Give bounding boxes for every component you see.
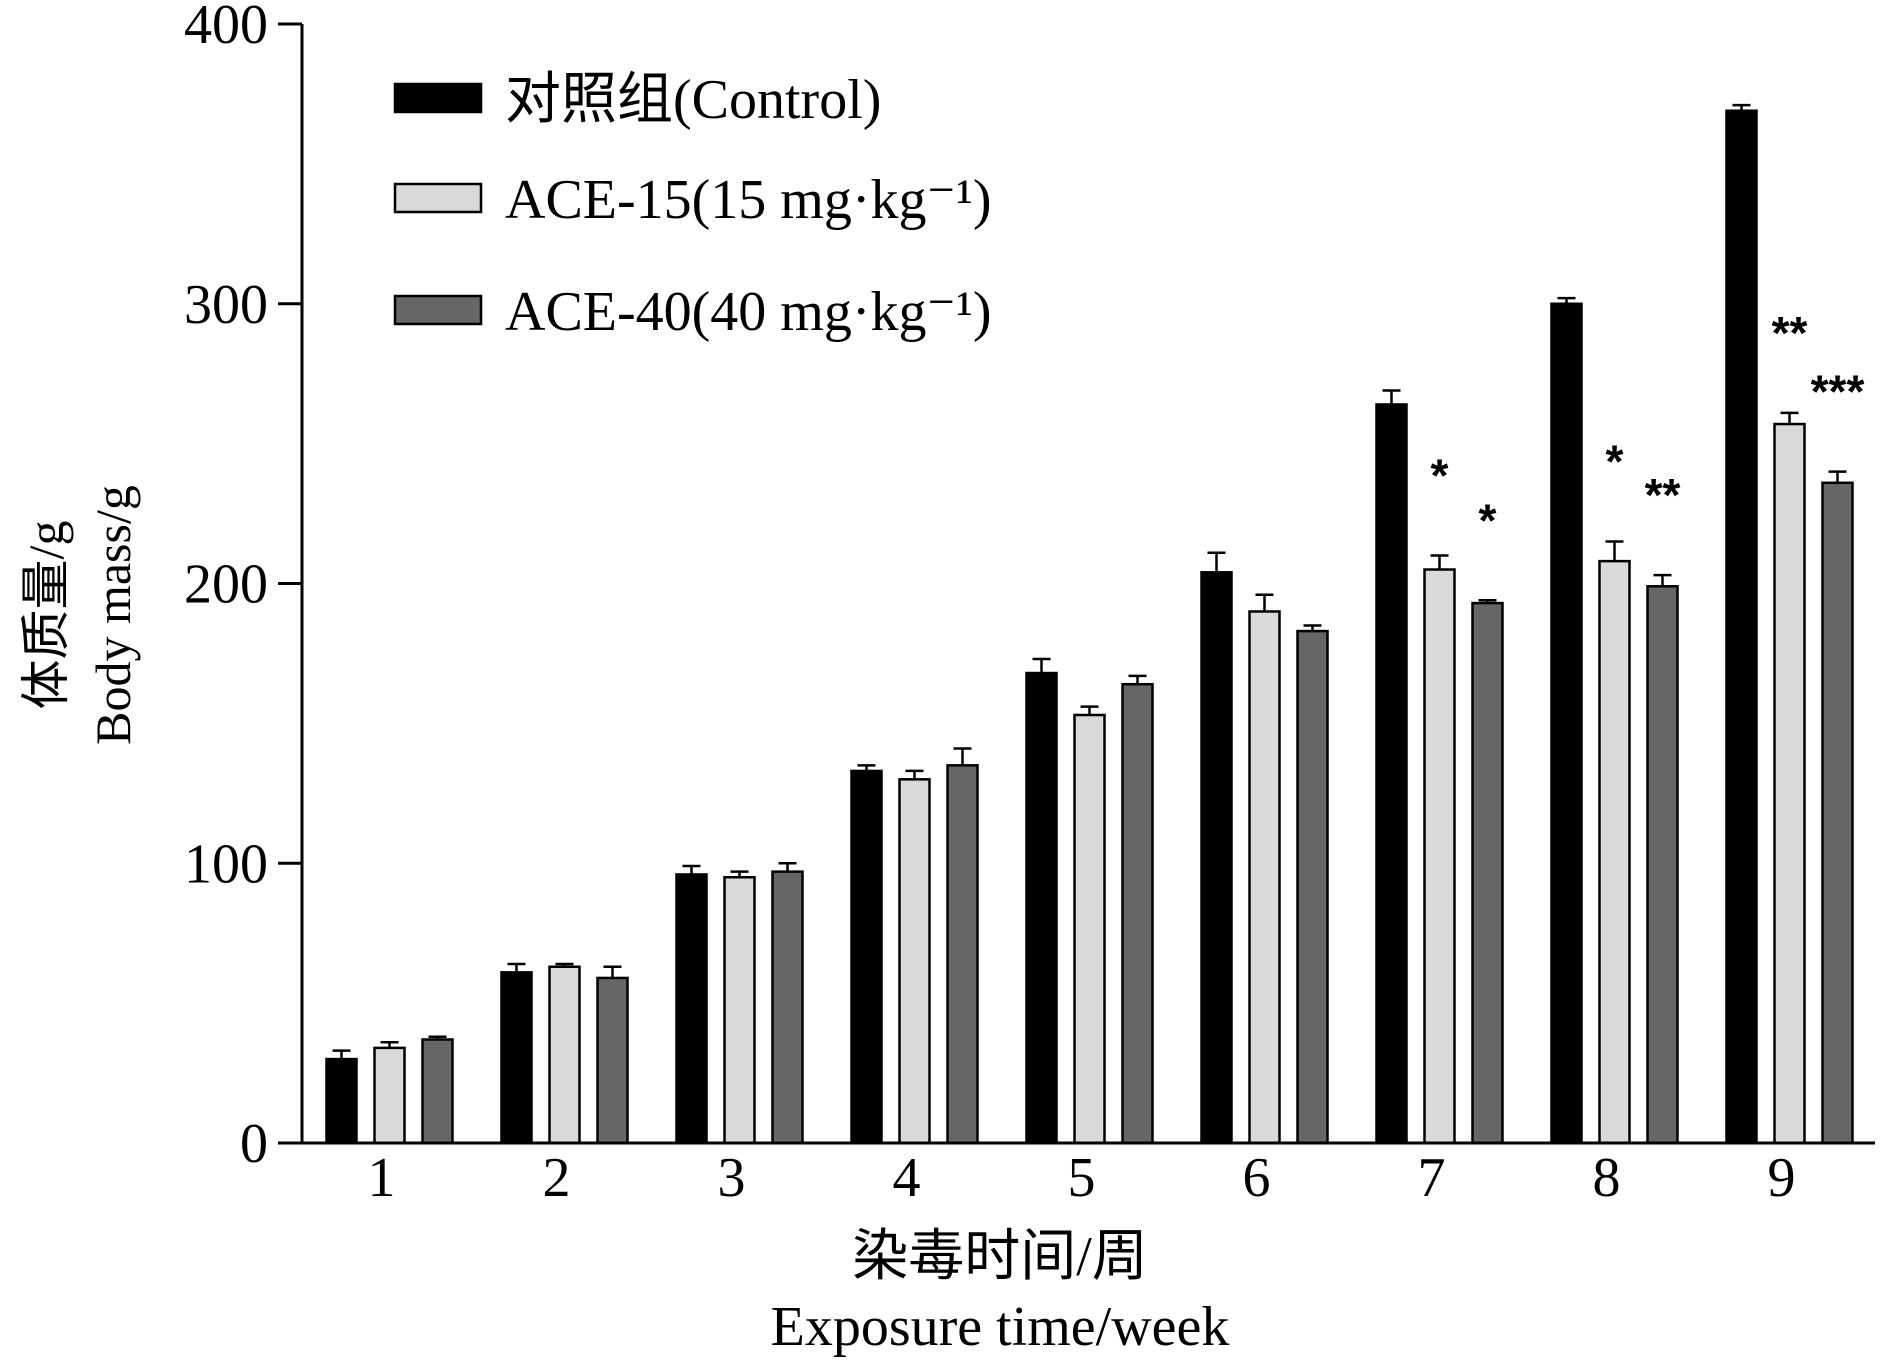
x-axis-label-en: Exposure time/week <box>771 1296 1230 1358</box>
bar-series3-week-1 <box>421 1038 454 1145</box>
bar-series2-week-1 <box>373 1046 406 1145</box>
significance-mark-series2-week-7: * <box>1431 450 1449 502</box>
bar-series1-week-3 <box>675 873 708 1145</box>
x-axis-label-cn: 染毒时间/周 <box>852 1226 1148 1288</box>
y-tick-label-200: 200 <box>184 554 268 616</box>
significance-mark-series3-week-7: * <box>1479 494 1497 546</box>
bar-series2-week-4 <box>898 778 931 1145</box>
legend: 对照组(Control) ACE-15(15 mg·kg⁻¹) ACE-40(40 … <box>393 69 992 343</box>
significance-mark-series2-week-8: * <box>1606 436 1624 488</box>
x-tick-label-5: 5 <box>1068 1147 1096 1209</box>
bar-series3-week-8 <box>1646 585 1679 1145</box>
bar-series2-week-5 <box>1073 713 1106 1145</box>
significance-mark-series3-week-8: ** <box>1645 469 1681 521</box>
legend-label-series2: ACE-15(15 mg·kg⁻¹) <box>505 169 992 231</box>
legend-swatch-series2 <box>393 182 483 214</box>
legend-label-series3: ACE-40(40 mg·kg⁻¹) <box>505 281 992 343</box>
y-axis-label-en: Body mass/g <box>85 485 141 745</box>
bar-series3-week-2 <box>596 976 629 1145</box>
bar-series3-week-3 <box>771 870 804 1145</box>
bar-series2-week-7 <box>1423 568 1456 1145</box>
x-tick-label-6: 6 <box>1243 1147 1271 1209</box>
x-tick-label-2: 2 <box>543 1147 571 1209</box>
significance-mark-series2-week-9: ** <box>1772 307 1808 359</box>
bar-series3-week-7 <box>1471 601 1504 1145</box>
x-tick-label-3: 3 <box>718 1147 746 1209</box>
bar-series3-week-9 <box>1821 481 1854 1145</box>
x-tick-label-4: 4 <box>893 1147 921 1209</box>
bar-series1-week-9 <box>1725 109 1758 1145</box>
x-tick-label-8: 8 <box>1593 1147 1621 1209</box>
bar-series2-week-6 <box>1248 610 1281 1145</box>
y-tick-label-400: 400 <box>184 0 268 56</box>
bar-series3-week-5 <box>1121 682 1154 1145</box>
legend-swatch-series1 <box>393 82 483 114</box>
bar-series2-week-8 <box>1598 559 1631 1145</box>
bar-series1-week-1 <box>325 1057 358 1145</box>
legend-swatch-series3 <box>393 294 483 326</box>
axes-layer: 1 2 3 4 5 6 7 8 9 0 100 200 300 400 <box>184 0 1875 1209</box>
bar-series1-week-7 <box>1375 403 1408 1145</box>
y-axis-label-cn: 体质量/g <box>18 521 74 710</box>
y-tick-label-0: 0 <box>240 1113 268 1175</box>
bar-series1-week-6 <box>1200 571 1233 1145</box>
x-tick-label-9: 9 <box>1768 1147 1796 1209</box>
bar-series1-week-4 <box>850 769 883 1145</box>
significance-mark-series3-week-9: *** <box>1811 366 1865 418</box>
bar-series1-week-2 <box>500 971 533 1145</box>
x-tick-label-1: 1 <box>368 1147 396 1209</box>
bar-series2-week-2 <box>548 965 581 1145</box>
bar-series2-week-3 <box>723 875 756 1145</box>
bars-layer: ********** <box>325 103 1865 1145</box>
bar-series1-week-8 <box>1550 302 1583 1145</box>
bar-series3-week-6 <box>1296 629 1329 1145</box>
bar-series2-week-9 <box>1773 422 1806 1145</box>
bar-series1-week-5 <box>1025 671 1058 1145</box>
x-tick-label-7: 7 <box>1418 1147 1446 1209</box>
bar-series3-week-4 <box>946 764 979 1145</box>
y-tick-label-100: 100 <box>184 833 268 895</box>
legend-label-series1: 对照组(Control) <box>505 69 881 131</box>
y-tick-label-300: 300 <box>184 274 268 336</box>
